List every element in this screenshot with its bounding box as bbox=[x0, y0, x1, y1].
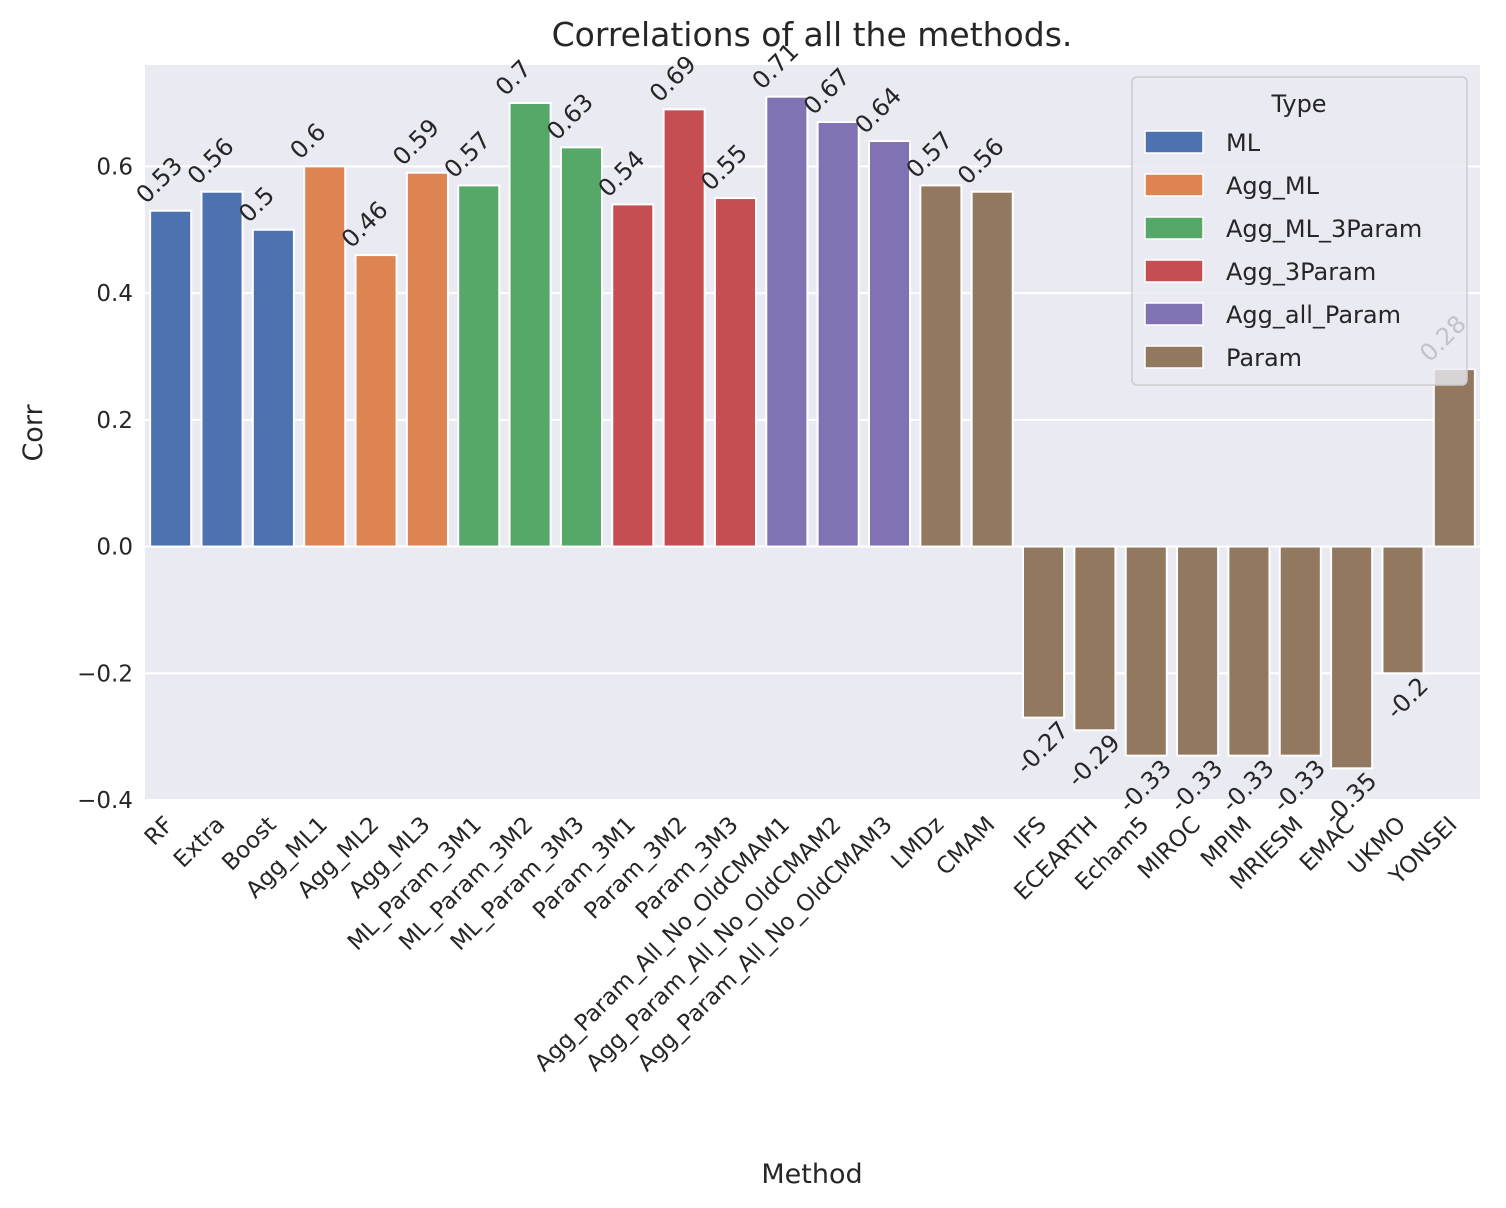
x-tick-label: IFS bbox=[1009, 812, 1052, 855]
bar bbox=[200, 190, 244, 548]
x-axis-label: Method bbox=[761, 1159, 862, 1190]
y-axis-ticks: −0.4 −0.2 0.0 0.2 0.4 0.6 bbox=[77, 154, 133, 814]
bar bbox=[970, 190, 1014, 548]
legend-swatch bbox=[1144, 216, 1204, 240]
legend-entry-label: Agg_ML_3Param bbox=[1226, 215, 1422, 243]
bar bbox=[1432, 368, 1476, 548]
y-tick-label: 0.0 bbox=[96, 535, 133, 561]
legend-swatch bbox=[1144, 259, 1204, 283]
bar bbox=[1073, 545, 1117, 732]
bar bbox=[1330, 545, 1374, 770]
bar bbox=[919, 184, 963, 548]
bar bbox=[508, 102, 552, 548]
bar bbox=[1227, 545, 1271, 757]
y-tick-label: −0.4 bbox=[77, 788, 133, 814]
legend-entry-label: Agg_3Param bbox=[1226, 258, 1376, 286]
bar bbox=[1022, 545, 1066, 719]
bar bbox=[611, 203, 655, 548]
legend-swatch bbox=[1144, 302, 1204, 326]
bar bbox=[303, 165, 347, 548]
legend-swatch bbox=[1144, 130, 1204, 154]
bar bbox=[713, 197, 758, 548]
bar bbox=[1278, 545, 1322, 757]
legend-entry-label: Agg_all_Param bbox=[1226, 301, 1401, 329]
bar bbox=[559, 146, 603, 548]
legend-box bbox=[1131, 76, 1468, 386]
bar bbox=[765, 95, 809, 548]
bar bbox=[662, 108, 706, 548]
bar bbox=[149, 209, 193, 548]
legend-entry-label: Agg_ML bbox=[1226, 172, 1320, 200]
legend-entries: ML Agg_ML Agg_ML_3Param Agg_3Param Agg_all_P… bbox=[1144, 129, 1422, 372]
x-tick-label: Extra bbox=[169, 812, 230, 873]
legend: Type ML Agg_ML Agg_ML_3Param Agg_3Param Agg_… bbox=[1131, 76, 1468, 386]
bar bbox=[457, 184, 501, 548]
bar bbox=[1176, 545, 1220, 757]
bar bbox=[354, 254, 398, 548]
legend-swatch bbox=[1144, 173, 1204, 197]
y-tick-label: −0.2 bbox=[77, 661, 133, 687]
bar bbox=[816, 121, 860, 548]
bars bbox=[149, 95, 1476, 770]
y-tick-label: 0.6 bbox=[96, 154, 133, 180]
bar bbox=[867, 140, 912, 548]
y-tick-label: 0.4 bbox=[96, 281, 133, 307]
y-axis-label: Corr bbox=[18, 404, 49, 462]
legend-swatch bbox=[1144, 345, 1204, 369]
legend-title: Type bbox=[1270, 90, 1326, 118]
x-tick-label: RF bbox=[140, 812, 179, 851]
bar bbox=[1381, 545, 1425, 675]
legend-entry-label: ML bbox=[1226, 129, 1261, 157]
chart-title: Correlations of all the methods. bbox=[552, 15, 1073, 54]
legend-entry-label: Param bbox=[1226, 344, 1302, 372]
bar bbox=[251, 228, 295, 548]
x-axis-ticks: RFExtraBoostAgg_ML1Agg_ML2Agg_ML3ML_Para… bbox=[140, 812, 1463, 1077]
y-tick-label: 0.2 bbox=[96, 408, 133, 434]
x-tick-label: CMAM bbox=[932, 812, 1001, 881]
bar bbox=[405, 171, 449, 548]
bar bbox=[1124, 545, 1168, 757]
